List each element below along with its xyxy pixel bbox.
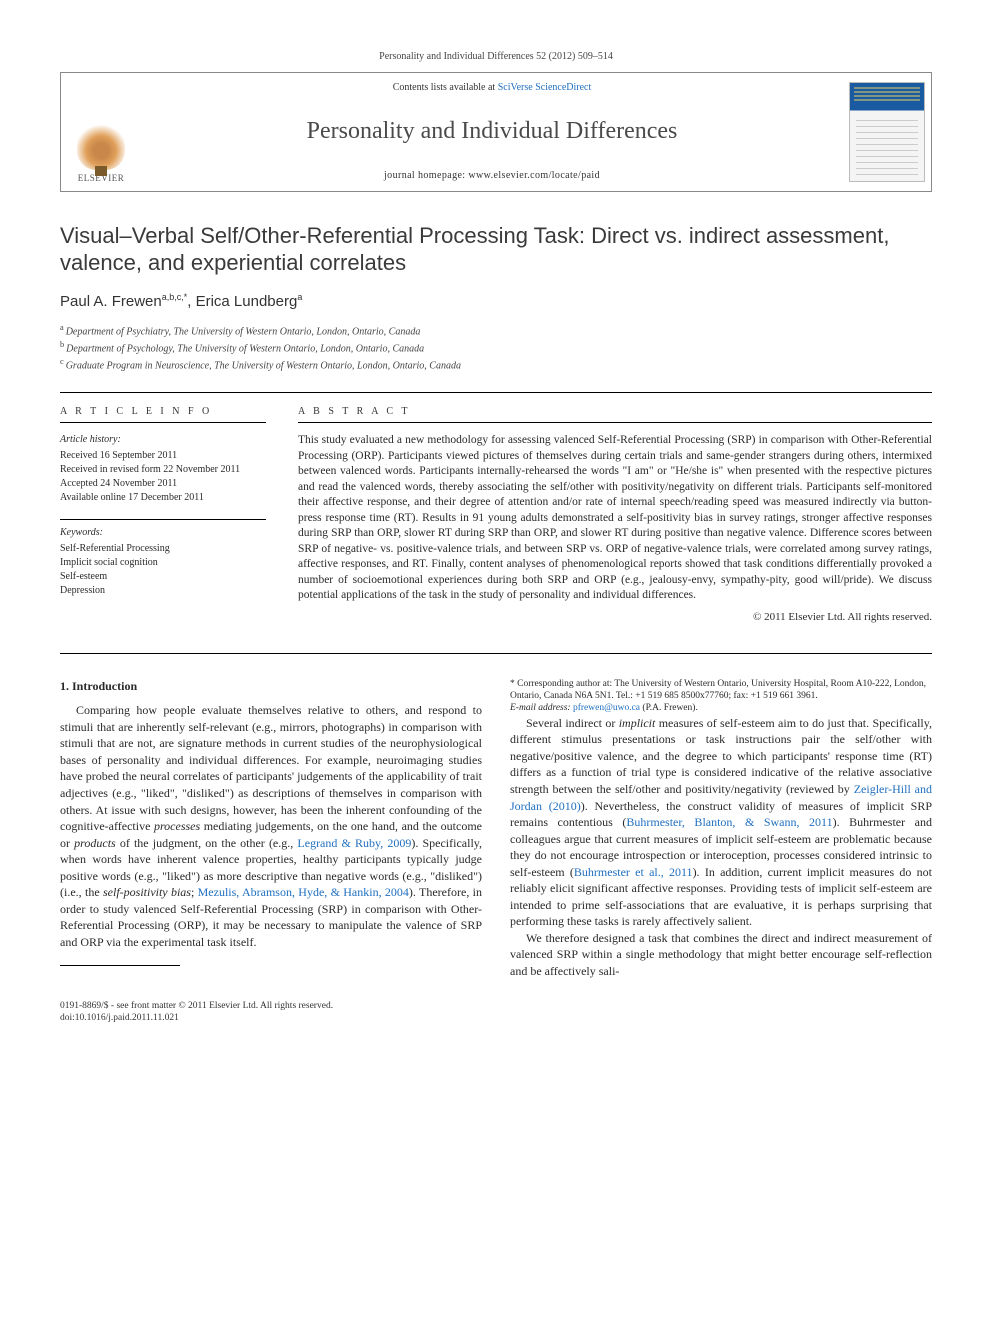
history-received: Received 16 September 2011	[60, 449, 266, 463]
history-online: Available online 17 December 2011	[60, 491, 266, 505]
front-matter-footer: 0191-8869/$ - see front matter © 2011 El…	[60, 1000, 932, 1025]
abstract-text: This study evaluated a new methodology f…	[298, 433, 932, 604]
affiliations-block: aDepartment of Psychiatry, The Universit…	[60, 322, 932, 374]
author-2-affil-markers: a	[297, 292, 302, 302]
author-2: , Erica Lundberg	[187, 293, 297, 310]
contents-prefix: Contents lists available at	[393, 82, 498, 93]
author-1-affil-markers: a,b,c,*	[162, 292, 188, 302]
article-info-column: A R T I C L E I N F O Article history: R…	[60, 393, 280, 637]
authors-line: Paul A. Frewena,b,c,*, Erica Lundberga	[60, 291, 932, 312]
citation-line: Personality and Individual Differences 5…	[60, 50, 932, 64]
abstract-column: A B S T R A C T This study evaluated a n…	[280, 393, 932, 637]
footnote-separator	[60, 965, 180, 966]
corresponding-author-footnote: * Corresponding author at: The Universit…	[510, 678, 932, 715]
homepage-prefix: journal homepage:	[384, 170, 468, 181]
citation-link[interactable]: Legrand & Ruby, 2009	[297, 836, 411, 850]
history-revised: Received in revised form 22 November 201…	[60, 463, 266, 477]
journal-title: Personality and Individual Differences	[151, 115, 833, 147]
doi-line: doi:10.1016/j.paid.2011.11.021	[60, 1012, 932, 1024]
body-paragraph: Several indirect or implicit measures of…	[510, 715, 932, 930]
keyword-item: Self-Referential Processing	[60, 542, 266, 556]
body-paragraph: Comparing how people evaluate themselves…	[60, 702, 482, 950]
journal-cover-thumb	[849, 82, 925, 182]
citation-link[interactable]: Mezulis, Abramson, Hyde, & Hankin, 2004	[198, 885, 409, 899]
citation-link[interactable]: Buhrmester, Blanton, & Swann, 2011	[626, 815, 832, 829]
history-label: Article history:	[60, 433, 266, 447]
article-title: Visual–Verbal Self/Other-Referential Pro…	[60, 222, 932, 277]
abstract-copyright: © 2011 Elsevier Ltd. All rights reserved…	[298, 610, 932, 625]
journal-homepage-line: journal homepage: www.elsevier.com/locat…	[151, 169, 833, 183]
keywords-label: Keywords:	[60, 526, 266, 540]
front-matter-line: 0191-8869/$ - see front matter © 2011 El…	[60, 1000, 932, 1012]
author-email-link[interactable]: pfrewen@uwo.ca	[573, 703, 640, 713]
article-info-heading: A R T I C L E I N F O	[60, 405, 266, 424]
citation-link[interactable]: Buhrmester et al., 2011	[574, 865, 693, 879]
abstract-heading: A B S T R A C T	[298, 405, 932, 424]
sciencedirect-link[interactable]: SciVerse ScienceDirect	[498, 82, 592, 93]
affiliation-b: Department of Psychology, The University…	[66, 343, 424, 354]
journal-header-box: ELSEVIER Contents lists available at Sci…	[60, 72, 932, 192]
author-1: Paul A. Frewen	[60, 293, 162, 310]
keyword-item: Depression	[60, 584, 266, 598]
contents-available-line: Contents lists available at SciVerse Sci…	[151, 81, 833, 95]
body-paragraph: We therefore designed a task that combin…	[510, 930, 932, 980]
footnote-email-label: E-mail address:	[510, 703, 573, 713]
footnote-email-who: (P.A. Frewen).	[640, 703, 698, 713]
homepage-url[interactable]: www.elsevier.com/locate/paid	[468, 170, 600, 181]
footnote-corr-label: * Corresponding author at:	[510, 679, 614, 689]
history-accepted: Accepted 24 November 2011	[60, 477, 266, 491]
publisher-logo-block: ELSEVIER	[61, 73, 141, 191]
elsevier-tree-icon	[77, 122, 125, 170]
section-divider	[60, 653, 932, 654]
section-1-heading: 1. Introduction	[60, 678, 482, 695]
affiliation-a: Department of Psychiatry, The University…	[66, 326, 421, 337]
affiliation-c: Graduate Program in Neuroscience, The Un…	[66, 361, 461, 372]
keyword-item: Self-esteem	[60, 570, 266, 584]
keyword-item: Implicit social cognition	[60, 556, 266, 570]
body-text: 1. Introduction Comparing how people eva…	[60, 678, 932, 980]
